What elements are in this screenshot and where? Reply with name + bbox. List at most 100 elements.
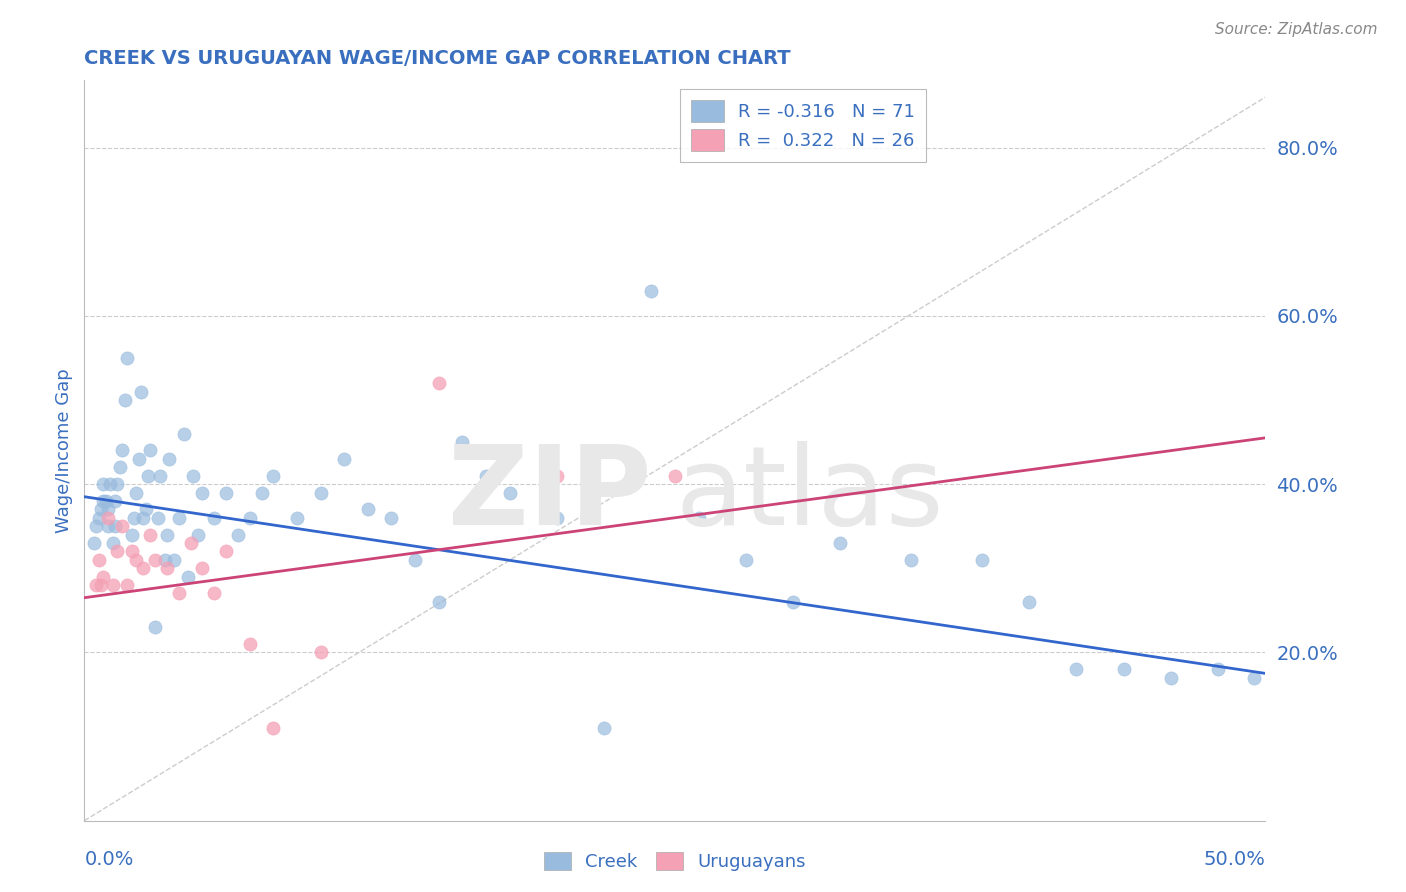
Point — [593, 721, 616, 735]
Point — [121, 527, 143, 541]
Text: 50.0%: 50.0% — [1204, 850, 1265, 870]
Point — [87, 510, 110, 524]
Point — [546, 468, 568, 483]
Point — [125, 553, 148, 567]
Point — [226, 527, 249, 541]
Point — [98, 477, 121, 491]
Point — [97, 502, 120, 516]
Point — [180, 536, 202, 550]
Point — [688, 510, 710, 524]
Point — [125, 485, 148, 500]
Point — [1206, 662, 1229, 676]
Point — [900, 553, 922, 567]
Point — [156, 561, 179, 575]
Point — [309, 485, 332, 500]
Point — [91, 477, 114, 491]
Point — [1243, 671, 1265, 685]
Point — [734, 553, 756, 567]
Text: ZIP: ZIP — [449, 442, 651, 549]
Point — [498, 485, 520, 500]
Point — [167, 586, 190, 600]
Point — [129, 384, 152, 399]
Point — [157, 451, 180, 466]
Point — [215, 544, 238, 558]
Point — [107, 544, 129, 558]
Point — [451, 435, 474, 450]
Point — [149, 468, 172, 483]
Point — [90, 502, 112, 516]
Point — [132, 561, 155, 575]
Text: CREEK VS URUGUAYAN WAGE/INCOME GAP CORRELATION CHART: CREEK VS URUGUAYAN WAGE/INCOME GAP CORRE… — [84, 48, 792, 68]
Point — [427, 376, 450, 391]
Point — [143, 620, 166, 634]
Point — [115, 351, 138, 365]
Point — [177, 569, 200, 583]
Point — [84, 578, 107, 592]
Point — [107, 477, 129, 491]
Point — [101, 578, 124, 592]
Point — [101, 536, 124, 550]
Point — [640, 284, 662, 298]
Point — [104, 494, 127, 508]
Point — [139, 527, 162, 541]
Point — [153, 553, 176, 567]
Point — [239, 510, 262, 524]
Point — [90, 578, 112, 592]
Point — [250, 485, 273, 500]
Point — [262, 468, 284, 483]
Point — [156, 527, 179, 541]
Point — [111, 443, 134, 458]
Text: 0.0%: 0.0% — [84, 850, 134, 870]
Point — [191, 485, 214, 500]
Point — [1018, 595, 1040, 609]
Point — [143, 553, 166, 567]
Point — [132, 510, 155, 524]
Point — [139, 443, 162, 458]
Point — [1112, 662, 1135, 676]
Point — [333, 451, 356, 466]
Point — [380, 510, 402, 524]
Point — [215, 485, 238, 500]
Point — [191, 561, 214, 575]
Text: Source: ZipAtlas.com: Source: ZipAtlas.com — [1215, 22, 1378, 37]
Point — [83, 536, 105, 550]
Point — [135, 502, 157, 516]
Point — [108, 460, 131, 475]
Point — [262, 721, 284, 735]
Point — [181, 468, 204, 483]
Point — [830, 536, 852, 550]
Point — [128, 451, 150, 466]
Point — [357, 502, 380, 516]
Point — [239, 637, 262, 651]
Point — [114, 392, 136, 407]
Point — [121, 544, 143, 558]
Point — [87, 553, 110, 567]
Point — [309, 645, 332, 659]
Point — [115, 578, 138, 592]
Point — [111, 519, 134, 533]
Point — [970, 553, 993, 567]
Legend: Creek, Uruguayans: Creek, Uruguayans — [537, 845, 813, 879]
Point — [136, 468, 159, 483]
Point — [1160, 671, 1182, 685]
Point — [163, 553, 186, 567]
Point — [546, 510, 568, 524]
Point — [97, 519, 120, 533]
Point — [91, 494, 114, 508]
Point — [427, 595, 450, 609]
Point — [84, 519, 107, 533]
Point — [202, 586, 225, 600]
Point — [94, 494, 117, 508]
Point — [404, 553, 426, 567]
Point — [202, 510, 225, 524]
Point — [91, 569, 114, 583]
Point — [146, 510, 169, 524]
Point — [1066, 662, 1088, 676]
Point — [285, 510, 308, 524]
Text: atlas: atlas — [675, 442, 943, 549]
Point — [782, 595, 804, 609]
Point — [475, 468, 498, 483]
Point — [664, 468, 686, 483]
Point — [187, 527, 209, 541]
Y-axis label: Wage/Income Gap: Wage/Income Gap — [55, 368, 73, 533]
